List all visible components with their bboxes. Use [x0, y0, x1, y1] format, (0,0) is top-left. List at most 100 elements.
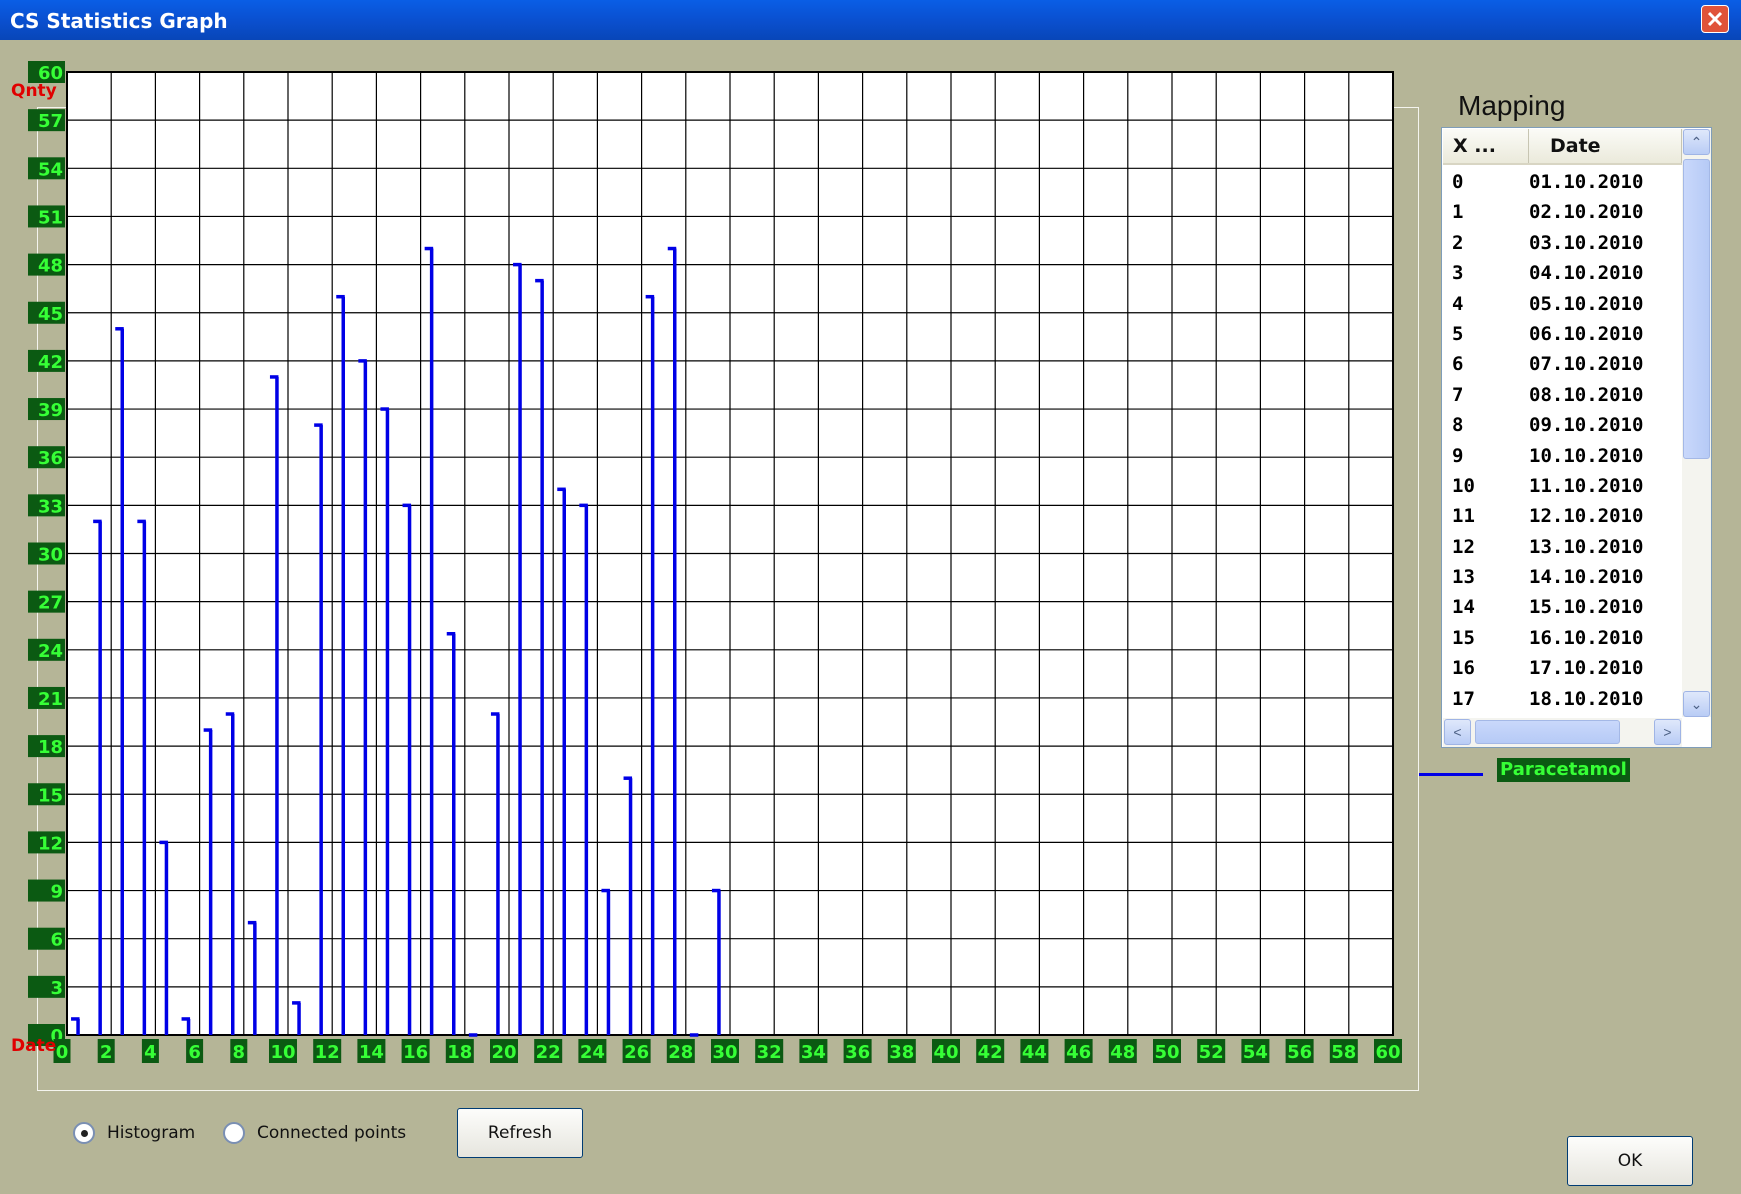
- x-tick-box: [578, 1039, 607, 1063]
- mapping-row[interactable]: 12 13.10.2010: [1443, 531, 1682, 561]
- chevron-up-icon: ⌃: [1690, 134, 1703, 150]
- ok-button[interactable]: OK: [1567, 1136, 1693, 1186]
- y-tick-box: [28, 349, 65, 372]
- mapping-row[interactable]: 2 03.10.2010: [1443, 227, 1682, 257]
- y-tick-box: [28, 735, 65, 758]
- y-tick-box: [28, 205, 65, 228]
- mapping-cell-date: 05.10.2010: [1529, 292, 1644, 315]
- x-tick-box: [313, 1039, 342, 1063]
- chevron-right-icon: >: [1663, 724, 1672, 740]
- x-tick-label: 4: [144, 1042, 157, 1063]
- mapping-row[interactable]: 11 12.10.2010: [1443, 500, 1682, 530]
- scroll-up-button[interactable]: ⌃: [1683, 129, 1710, 155]
- mapping-row[interactable]: 5 06.10.2010: [1443, 318, 1682, 348]
- mapping-row[interactable]: 6 07.10.2010: [1443, 348, 1682, 378]
- mapping-cell-date: 01.10.2010: [1529, 171, 1644, 193]
- x-tick-label: 56: [1287, 1042, 1312, 1063]
- x-tick-label: 48: [1110, 1042, 1135, 1063]
- histogram-bar: [247, 920, 257, 1035]
- x-tick-box: [976, 1039, 1005, 1063]
- mapping-row[interactable]: 0 01.10.2010: [1443, 166, 1682, 196]
- y-tick-label: 42: [38, 352, 63, 373]
- scroll-down-button[interactable]: ⌄: [1683, 691, 1710, 717]
- histogram-bar: [93, 519, 102, 1035]
- mapping-row[interactable]: 1 02.10.2010: [1443, 196, 1682, 226]
- column-header-date[interactable]: Date: [1530, 129, 1682, 163]
- close-button[interactable]: [1701, 5, 1729, 33]
- x-tick-box: [534, 1039, 563, 1063]
- histogram-radio[interactable]: [73, 1122, 95, 1144]
- scroll-right-button[interactable]: >: [1654, 719, 1681, 745]
- mapping-row[interactable]: 3 04.10.2010: [1443, 257, 1682, 287]
- mapping-cell-x: 9: [1452, 444, 1464, 467]
- vertical-scroll-thumb[interactable]: [1683, 159, 1710, 459]
- x-tick-box: [269, 1039, 297, 1063]
- legend-label: Paracetamol: [1497, 758, 1630, 782]
- mapping-row[interactable]: 13 14.10.2010: [1443, 561, 1682, 591]
- y-tick-label: 12: [38, 833, 63, 854]
- x-tick-label: 18: [447, 1042, 472, 1063]
- x-tick-label: 0: [56, 1042, 69, 1063]
- x-tick-box: [1329, 1039, 1358, 1063]
- horizontal-scrollbar[interactable]: < >: [1443, 718, 1682, 747]
- mapping-rows: 0 01.10.2010 1 02.10.2010 2 03.10.2010 3 04.10.…: [1443, 166, 1682, 713]
- mapping-row[interactable]: 4 05.10.2010: [1443, 288, 1682, 318]
- x-tick-box: [1153, 1039, 1181, 1063]
- histogram-bar: [645, 294, 655, 1035]
- x-tick-box: [53, 1039, 71, 1063]
- histogram-bar: [579, 503, 589, 1035]
- mapping-row[interactable]: 9 10.10.2010: [1443, 440, 1682, 470]
- mapping-row[interactable]: 14 15.10.2010: [1443, 591, 1682, 621]
- radio-selected-dot: [81, 1130, 88, 1137]
- y-tick-label: 15: [38, 785, 63, 806]
- refresh-button[interactable]: Refresh: [457, 1108, 583, 1158]
- horizontal-scroll-thumb[interactable]: [1475, 720, 1620, 744]
- histogram-bar: [535, 278, 544, 1035]
- mapping-cell-date: 09.10.2010: [1529, 414, 1644, 437]
- mapping-row[interactable]: 15 16.10.2010: [1443, 622, 1682, 652]
- scroll-left-button[interactable]: <: [1444, 719, 1471, 745]
- mapping-cell-date: 13.10.2010: [1529, 535, 1644, 558]
- mapping-cell-x: 14: [1452, 596, 1475, 619]
- mapping-cell-date: 07.10.2010: [1529, 353, 1644, 376]
- mapping-cell-x: 17: [1452, 687, 1475, 710]
- x-tick-box: [97, 1039, 115, 1063]
- vertical-scrollbar[interactable]: ⌃ ⌄: [1682, 129, 1711, 717]
- histogram-bar: [336, 294, 345, 1035]
- mapping-row[interactable]: 7 08.10.2010: [1443, 379, 1682, 409]
- histogram-bar: [380, 407, 390, 1035]
- y-tick-box: [28, 61, 65, 83]
- y-tick-box: [28, 253, 65, 276]
- y-tick-label: 60: [38, 63, 63, 84]
- y-tick-box: [28, 686, 65, 709]
- x-tick-label: 14: [359, 1042, 384, 1063]
- x-tick-box: [141, 1039, 159, 1063]
- mapping-list[interactable]: X ... Date 0 01.10.2010 1 02.10.2010 2 03.10.…: [1441, 127, 1712, 748]
- mapping-cell-date: 16.10.2010: [1529, 626, 1644, 649]
- connected-points-radio[interactable]: [223, 1122, 245, 1144]
- histogram-radio-label[interactable]: Histogram: [107, 1123, 196, 1143]
- mapping-row[interactable]: 10 11.10.2010: [1443, 470, 1682, 500]
- y-tick-label: 57: [38, 111, 63, 132]
- mapping-title: Mapping: [1458, 90, 1566, 121]
- histogram-bar: [557, 487, 566, 1035]
- y-tick-box: [28, 109, 65, 132]
- x-tick-label: 12: [315, 1042, 340, 1063]
- x-tick-box: [1285, 1039, 1314, 1063]
- x-tick-label: 28: [668, 1042, 693, 1063]
- mapping-cell-x: 10: [1452, 474, 1475, 497]
- connected-points-radio-label[interactable]: Connected points: [257, 1123, 407, 1143]
- mapping-cell-date: 04.10.2010: [1529, 262, 1644, 285]
- x-tick-label: 26: [624, 1042, 649, 1063]
- window-title: CS Statistics Graph: [10, 9, 228, 33]
- x-tick-box: [799, 1039, 828, 1063]
- y-tick-label: 9: [50, 882, 63, 903]
- y-tick-box: [28, 301, 65, 324]
- mapping-row[interactable]: 16 17.10.2010: [1443, 652, 1682, 682]
- x-tick-label: 22: [536, 1042, 561, 1063]
- histogram-bar: [225, 712, 235, 1035]
- x-tick-box: [666, 1039, 695, 1063]
- mapping-row[interactable]: 8 09.10.2010: [1443, 409, 1682, 439]
- column-header-x[interactable]: X ...: [1443, 129, 1529, 163]
- mapping-row[interactable]: 17 18.10.2010: [1443, 683, 1682, 713]
